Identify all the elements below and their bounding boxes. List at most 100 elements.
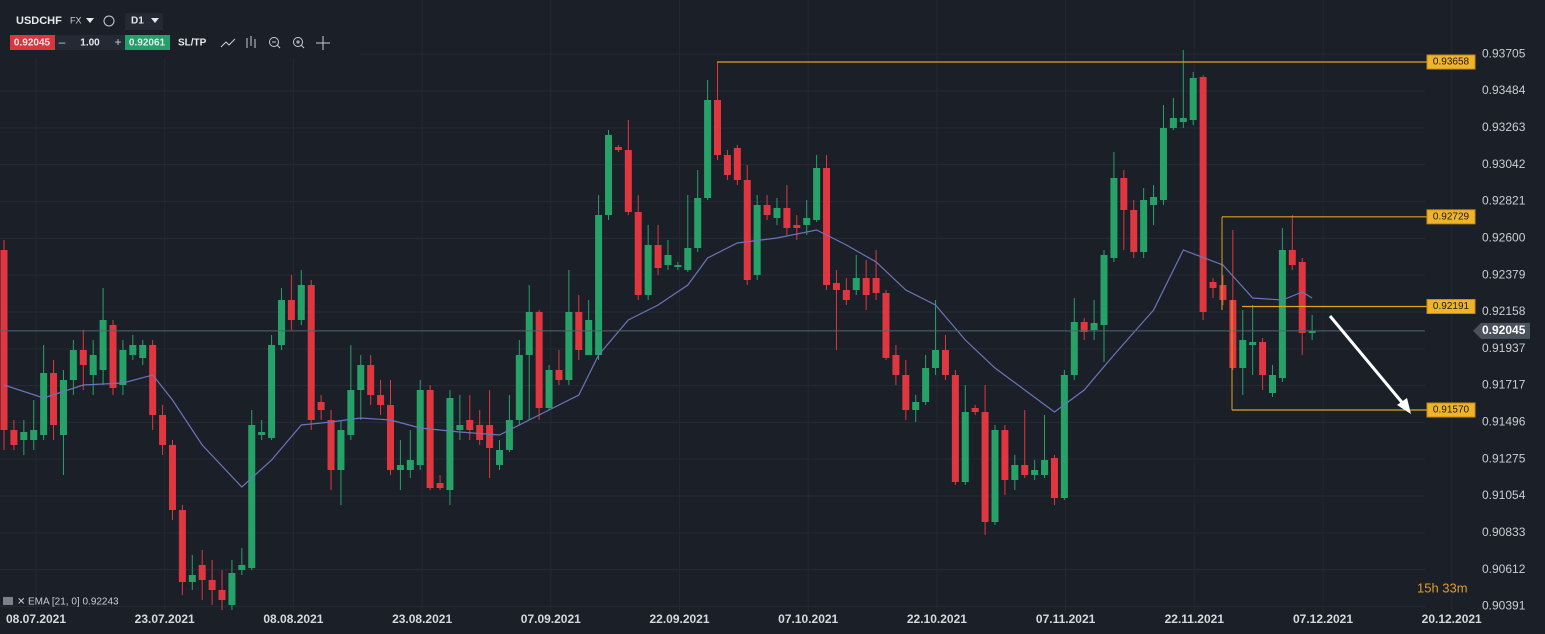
- x-tick-label: 07.11.2021: [1036, 612, 1096, 626]
- timeframe-box[interactable]: [125, 13, 163, 30]
- candle-body: [109, 325, 117, 388]
- y-tick-label: 0.91275: [1482, 451, 1526, 465]
- candle-body: [367, 365, 375, 395]
- candle-body: [466, 420, 474, 430]
- lot-box[interactable]: [55, 35, 125, 50]
- candle-body: [634, 212, 642, 295]
- candle-body: [129, 345, 137, 355]
- candle-body: [268, 345, 276, 438]
- arrow-head: [1397, 398, 1411, 414]
- candle-body: [605, 135, 613, 215]
- candle-tool-icon[interactable]: [246, 36, 256, 48]
- candle-body: [347, 390, 355, 435]
- candle-body: [902, 375, 910, 410]
- candle-body: [1130, 210, 1138, 252]
- candle-body: [644, 245, 652, 295]
- zoom-in-icon[interactable]: [293, 37, 303, 47]
- level-label: 0.92191: [1433, 301, 1470, 312]
- indicator-icon[interactable]: [3, 597, 13, 605]
- sell-button[interactable]: [10, 35, 55, 50]
- candle-body: [297, 285, 305, 320]
- candle-body: [1259, 342, 1267, 375]
- x-tick-label: 07.12.2021: [1293, 612, 1353, 626]
- candle-body: [684, 248, 692, 270]
- candle-body: [813, 168, 821, 220]
- candle-body: [872, 278, 880, 293]
- buy-button[interactable]: [125, 35, 170, 50]
- candle-body: [168, 445, 176, 510]
- timeframe[interactable]: D1: [131, 16, 144, 27]
- candle-body: [595, 215, 603, 355]
- candle-body: [1288, 250, 1296, 265]
- zoom-out-icon[interactable]: [269, 37, 279, 47]
- y-tick-label: 0.92600: [1482, 231, 1526, 245]
- y-tick-label: 0.90391: [1482, 599, 1526, 613]
- candle-body: [1021, 465, 1029, 475]
- candle-body: [1100, 255, 1108, 325]
- toolbar: USDCHF FX D1 0.92045 – 1.00 + 0.92061 SL…: [0, 0, 360, 58]
- candle-body: [426, 390, 434, 488]
- zoom-out-icon[interactable]: [272, 41, 281, 49]
- candle-body: [1001, 430, 1009, 480]
- zoom-in-icon[interactable]: [296, 40, 305, 49]
- candle-body: [139, 345, 147, 358]
- lot-size[interactable]: 1.00: [80, 38, 100, 49]
- indicator-close[interactable]: ✕: [17, 597, 25, 608]
- current-price-label: 0.92045: [1482, 323, 1526, 337]
- info-icon[interactable]: [103, 15, 115, 27]
- candle-body: [119, 350, 127, 385]
- sell-price[interactable]: 0.92045: [14, 38, 51, 49]
- candle-body: [149, 345, 157, 415]
- candle-body: [69, 350, 77, 380]
- candle-body: [396, 465, 404, 470]
- candle-body: [674, 265, 682, 267]
- dropdown-icon[interactable]: [86, 18, 94, 23]
- candle-body: [1120, 178, 1128, 210]
- level-label: 0.91570: [1433, 405, 1470, 416]
- dropdown-icon[interactable]: [151, 18, 159, 23]
- candle-body: [79, 350, 87, 365]
- candle-body: [20, 432, 28, 440]
- x-tick-label: 23.07.2021: [135, 612, 195, 626]
- candle-body: [793, 225, 801, 228]
- candle-body: [406, 460, 414, 470]
- x-tick-label: 20.12.2021: [1422, 612, 1482, 626]
- candle-body: [1298, 262, 1306, 333]
- grid: [0, 53, 1425, 607]
- candle-body: [496, 450, 503, 465]
- candle-body: [327, 420, 335, 470]
- ema-legend: EMA [21, 0] 0.92243: [28, 597, 119, 608]
- y-tick-label: 0.93705: [1482, 46, 1526, 60]
- candle-body: [30, 430, 38, 440]
- crosshair-icon[interactable]: [316, 36, 330, 50]
- candle-body: [1179, 118, 1187, 122]
- candle-body: [1080, 322, 1088, 332]
- candle-body: [208, 580, 216, 590]
- lot-minus[interactable]: –: [59, 35, 66, 49]
- candle-body: [733, 148, 741, 180]
- lot-plus[interactable]: +: [114, 35, 121, 49]
- candle-body: [892, 355, 900, 375]
- candle-body: [446, 398, 454, 490]
- y-tick-label: 0.93484: [1482, 83, 1526, 97]
- candle-body: [832, 283, 840, 290]
- candle-body: [912, 402, 920, 410]
- line-tool-icon[interactable]: [220, 38, 236, 48]
- candle-body: [0, 250, 8, 430]
- candle-body: [505, 420, 513, 450]
- sltp[interactable]: SL/TP: [178, 38, 207, 49]
- candle-body: [436, 483, 444, 488]
- candle-body: [277, 300, 285, 345]
- candle-body: [59, 380, 67, 435]
- x-tick-label: 08.07.2021: [6, 612, 66, 626]
- candle-body: [486, 425, 494, 448]
- candle-body: [1278, 250, 1286, 378]
- symbol[interactable]: USDCHF: [16, 15, 62, 27]
- candle-body: [525, 312, 533, 355]
- candle-body: [178, 510, 186, 582]
- candle-body: [1150, 197, 1158, 205]
- candle-body: [1209, 282, 1217, 288]
- buy-price[interactable]: 0.92061: [129, 38, 166, 49]
- candle-body: [585, 320, 593, 355]
- level-label-box: [1426, 209, 1476, 225]
